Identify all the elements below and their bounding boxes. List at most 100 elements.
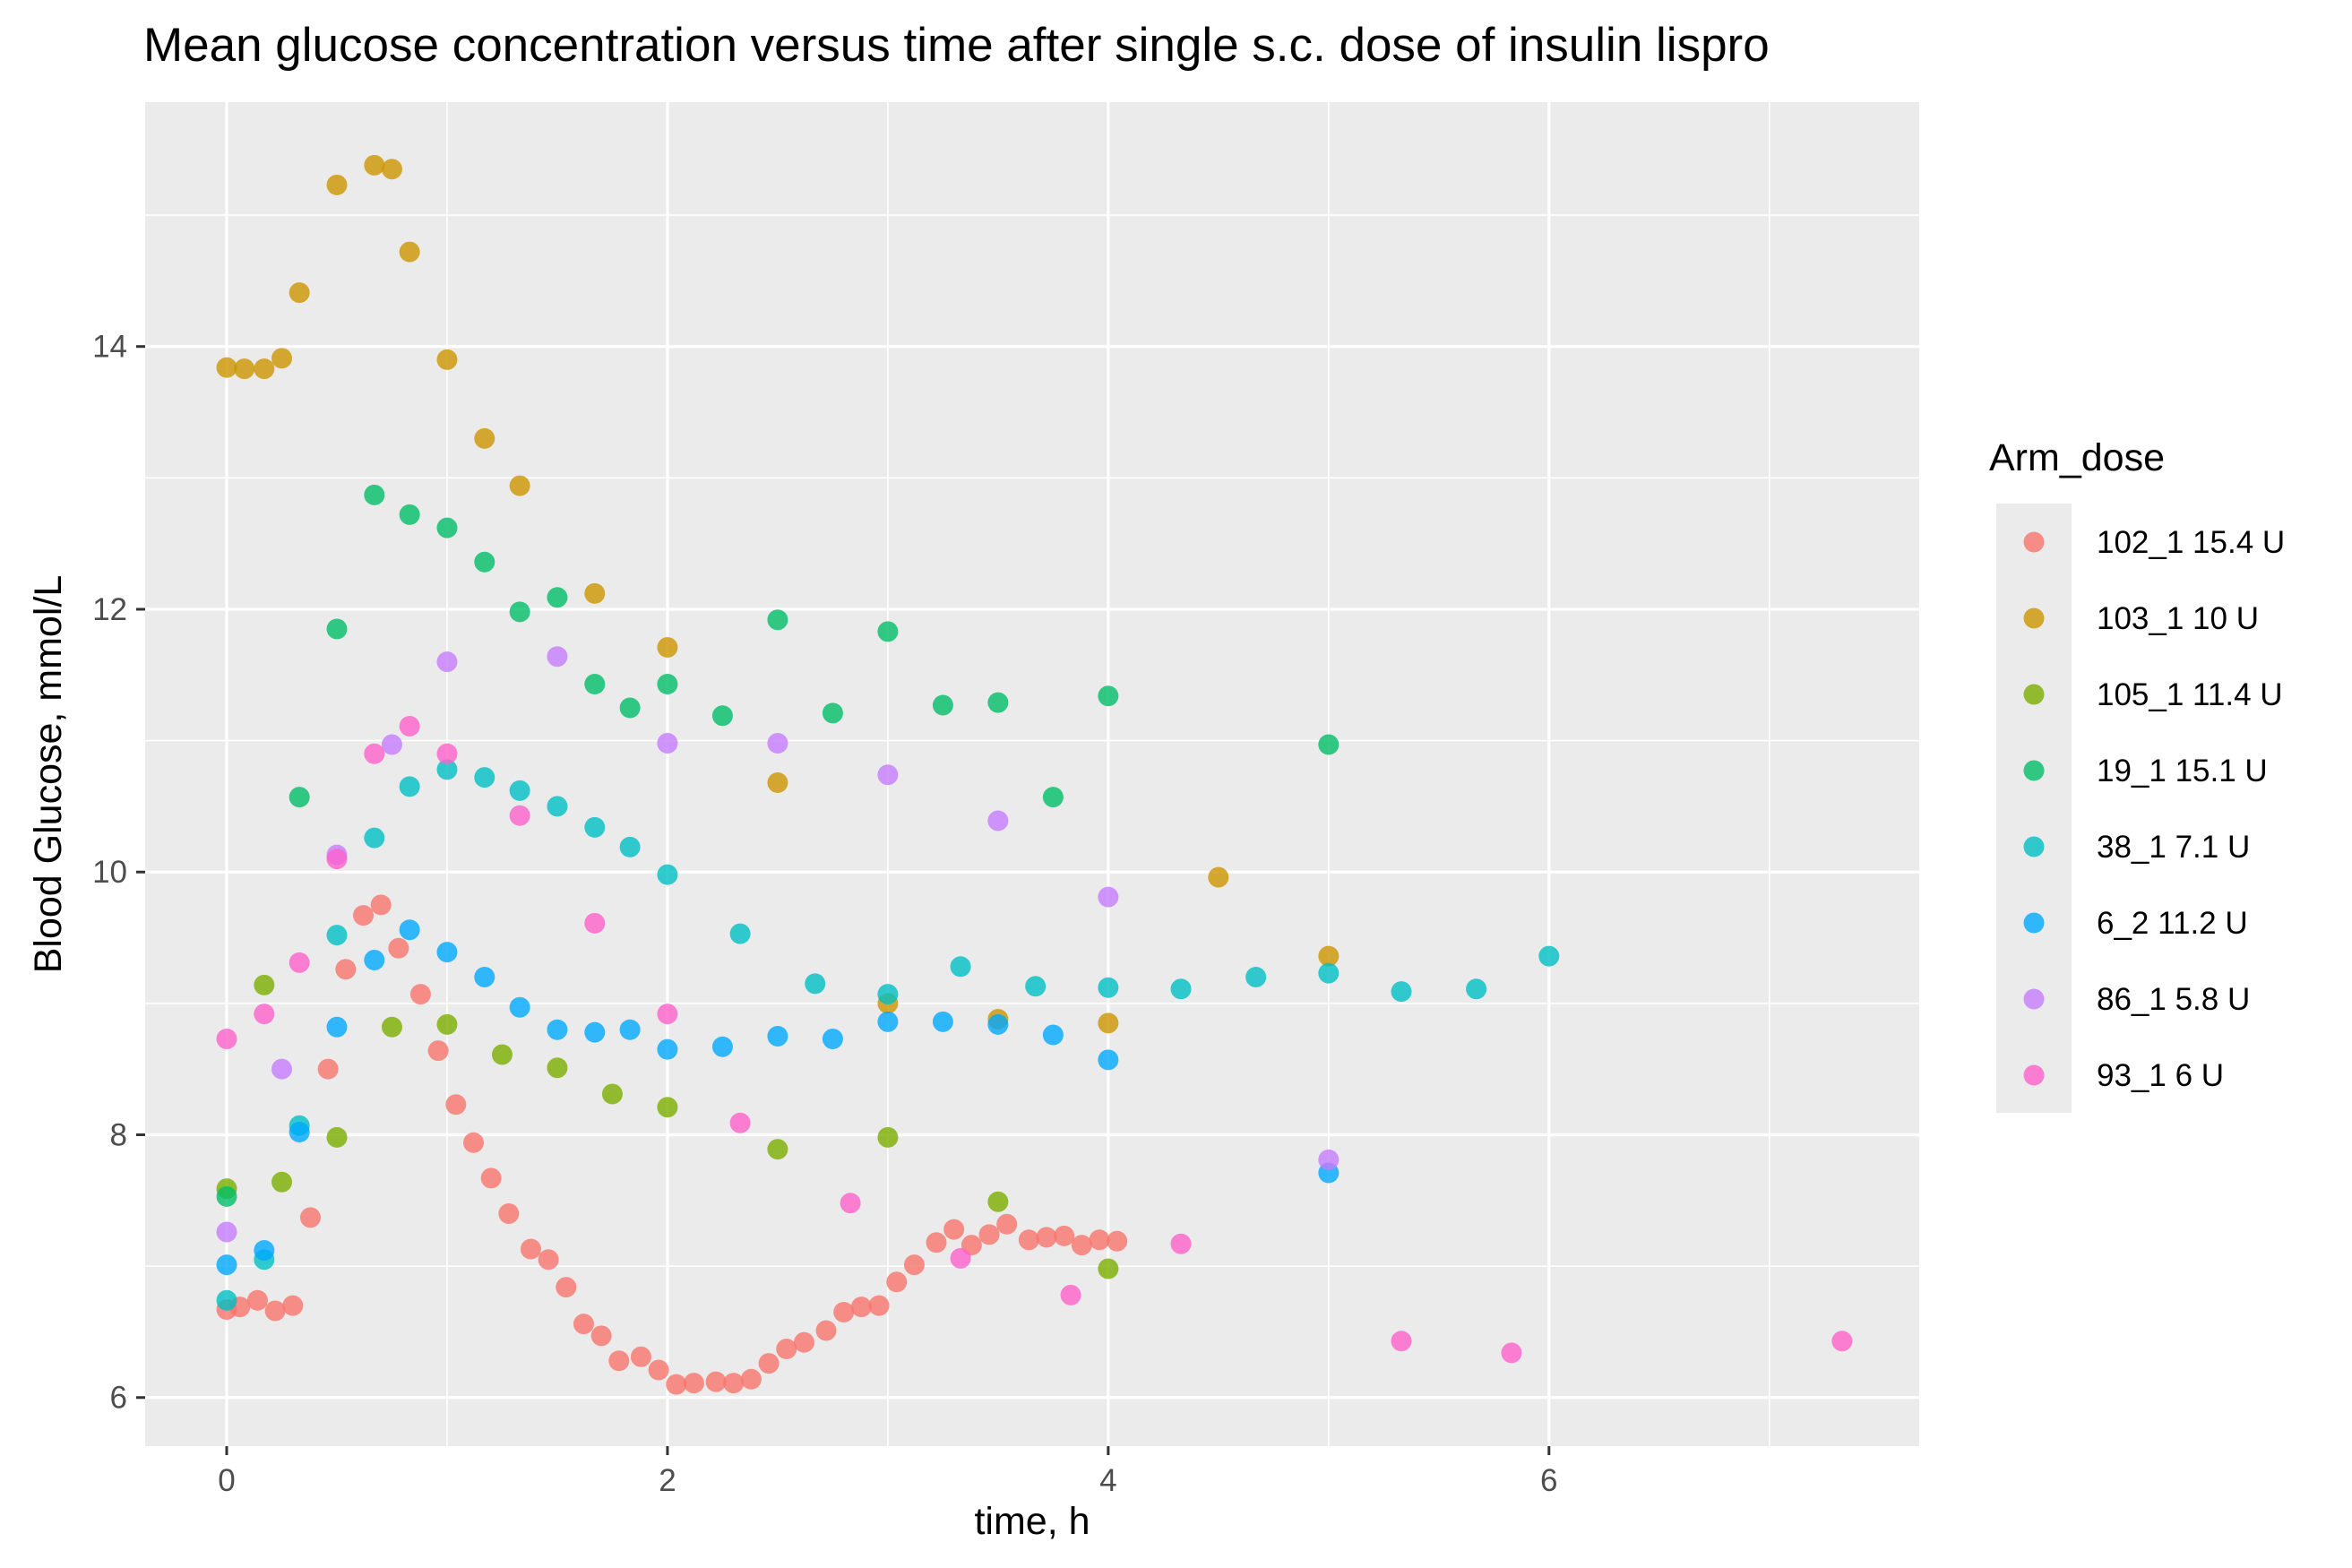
data-point — [987, 692, 1009, 713]
data-point — [657, 674, 678, 695]
data-point — [630, 1346, 651, 1367]
data-point — [299, 1207, 321, 1228]
data-point — [657, 864, 678, 885]
data-point — [399, 919, 420, 941]
data-point — [590, 1325, 612, 1347]
data-point — [399, 776, 420, 797]
data-point — [1098, 1258, 1119, 1279]
data-point — [364, 743, 385, 764]
data-point — [1098, 1012, 1119, 1034]
legend-key — [2023, 684, 2045, 705]
data-point — [584, 674, 606, 695]
data-point — [1391, 981, 1412, 1003]
y-axis: 6 8 10 12 14 — [92, 330, 145, 1416]
legend-label: 93_1 6 U — [2097, 1058, 2224, 1093]
data-point — [326, 1126, 348, 1148]
y-axis-title: Blood Glucose, mmol/L — [27, 575, 70, 974]
data-point — [705, 1371, 727, 1392]
data-point — [1107, 1230, 1128, 1252]
data-point — [805, 973, 826, 995]
data-point — [216, 1028, 237, 1049]
data-point — [877, 621, 899, 642]
legend-key — [2023, 1064, 2045, 1086]
data-point — [436, 759, 458, 780]
data-point — [987, 1013, 1009, 1035]
data-point — [317, 1058, 339, 1080]
data-point — [436, 349, 458, 370]
data-point — [1025, 976, 1047, 997]
data-point — [1391, 1331, 1412, 1352]
data-point — [399, 241, 420, 263]
data-point — [326, 849, 348, 870]
data-point — [822, 1028, 843, 1049]
data-point — [254, 1004, 275, 1025]
data-point — [427, 1040, 449, 1062]
legend-label: 102_1 15.4 U — [2097, 525, 2285, 560]
data-point — [877, 764, 899, 786]
data-point — [877, 984, 899, 1005]
legend-key — [2023, 531, 2045, 553]
data-point — [767, 609, 788, 631]
data-point — [381, 1016, 402, 1038]
data-point — [1098, 1049, 1119, 1071]
data-point — [767, 1026, 788, 1047]
data-point — [326, 1016, 348, 1038]
data-point — [436, 651, 458, 673]
data-point — [1071, 1235, 1092, 1256]
data-point — [657, 637, 678, 659]
data-point — [474, 427, 495, 449]
data-point — [271, 1058, 292, 1080]
data-point — [547, 796, 568, 817]
data-point — [254, 358, 275, 380]
data-point — [850, 1297, 872, 1318]
legend-key — [2023, 607, 2045, 629]
data-point — [509, 996, 530, 1018]
data-points — [216, 154, 1853, 1395]
data-point — [335, 959, 357, 980]
data-point — [271, 1171, 292, 1193]
x-tick-label: 2 — [659, 1463, 676, 1498]
data-point — [289, 1122, 310, 1143]
data-point — [480, 1167, 502, 1189]
data-point — [436, 517, 458, 538]
data-point — [1098, 685, 1119, 707]
data-point — [932, 694, 953, 716]
data-point — [1089, 1229, 1110, 1251]
data-point — [1831, 1331, 1853, 1352]
data-point — [987, 810, 1009, 831]
data-point — [353, 905, 375, 926]
data-point — [491, 1044, 513, 1065]
legend: Arm_dose 102_1 15.4 U 103_1 10 U 105_1 11.… — [1989, 436, 2285, 1113]
data-point — [445, 1094, 467, 1116]
data-point — [657, 733, 678, 754]
data-point — [1098, 977, 1119, 998]
data-point — [289, 282, 310, 304]
data-point — [996, 1213, 1018, 1235]
data-point — [364, 484, 385, 505]
data-point — [254, 1240, 275, 1262]
data-point — [509, 601, 530, 623]
data-point — [509, 805, 530, 826]
data-point — [584, 816, 606, 838]
data-point — [370, 894, 392, 916]
data-point — [289, 952, 310, 973]
data-point — [1245, 967, 1267, 988]
data-point — [793, 1331, 814, 1353]
data-point — [520, 1238, 541, 1260]
data-point — [436, 1013, 458, 1035]
data-point — [216, 1289, 237, 1311]
data-point — [474, 967, 495, 988]
y-tick-label: 6 — [110, 1381, 127, 1416]
data-point — [462, 1132, 484, 1153]
data-point — [657, 1038, 678, 1060]
data-point — [364, 949, 385, 970]
data-point — [1170, 978, 1192, 1000]
data-point — [584, 912, 606, 934]
x-axis-title: time, h — [974, 1500, 1090, 1543]
data-point — [289, 787, 310, 808]
data-point — [509, 475, 530, 496]
data-point — [619, 836, 641, 857]
data-point — [877, 1011, 899, 1032]
data-point — [932, 1011, 953, 1032]
